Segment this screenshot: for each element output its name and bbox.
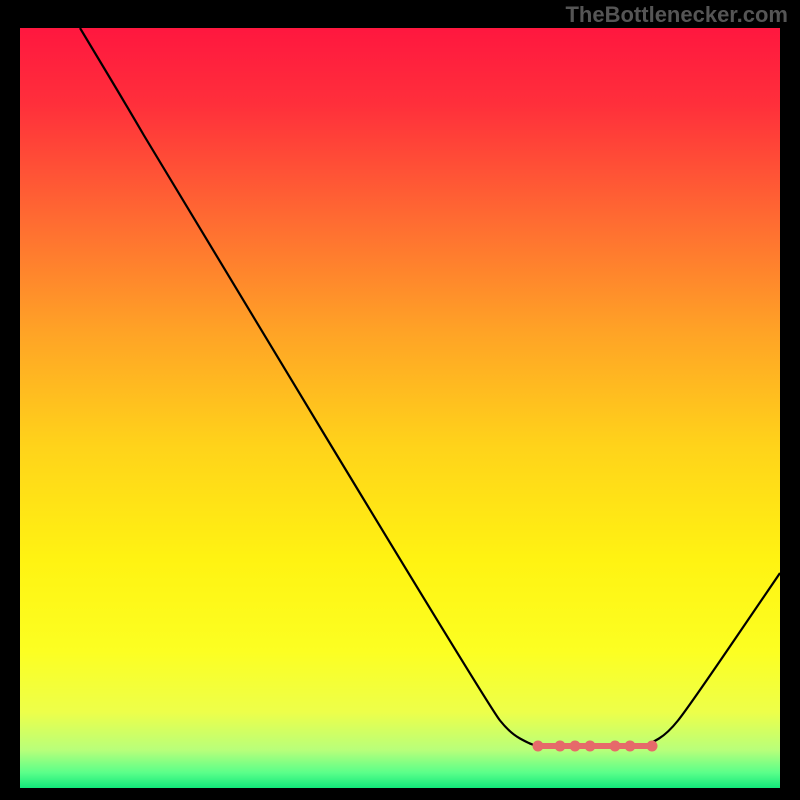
flat-marker-dot — [533, 741, 544, 752]
flat-marker-dot — [625, 741, 636, 752]
curve-path — [80, 28, 780, 746]
flat-marker-dot — [647, 741, 658, 752]
attribution-text: TheBottlenecker.com — [565, 2, 788, 28]
flat-marker-dot — [610, 741, 621, 752]
flat-marker-dot — [585, 741, 596, 752]
flat-region-marker — [533, 741, 658, 752]
bottleneck-curve — [20, 28, 780, 788]
flat-marker-dot — [570, 741, 581, 752]
chart-frame: TheBottlenecker.com — [0, 0, 800, 800]
flat-marker-dot — [555, 741, 566, 752]
plot-area — [20, 28, 780, 788]
